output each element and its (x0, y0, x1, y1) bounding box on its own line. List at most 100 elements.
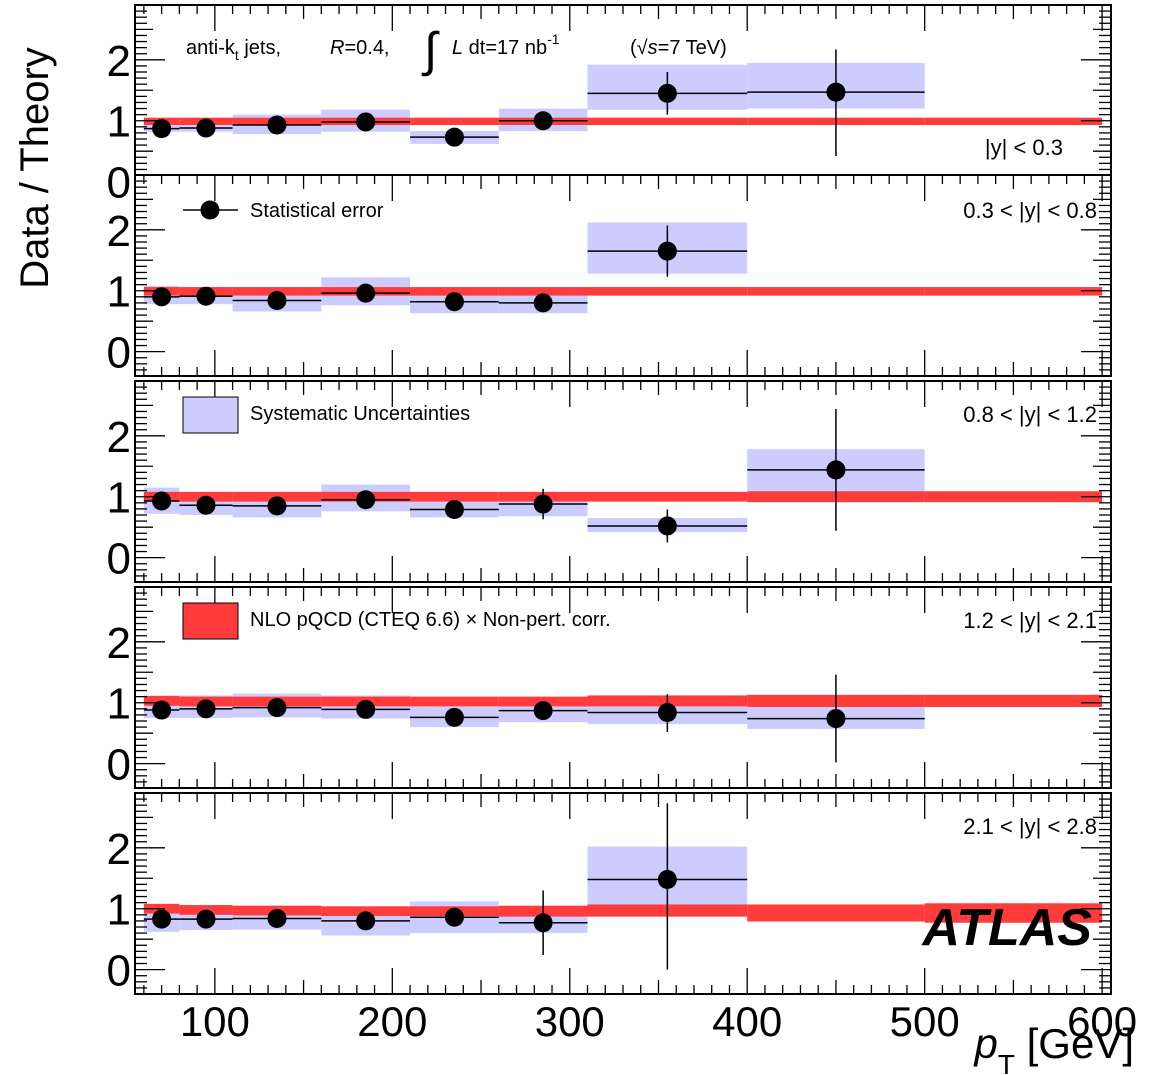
legend-statistical: Statistical error (183, 200, 384, 222)
theory-band (410, 118, 499, 125)
data-point (445, 908, 464, 927)
data-point (196, 119, 215, 138)
radius-value: =0.4, (344, 37, 389, 59)
data-point (267, 698, 286, 717)
data-point (826, 709, 845, 728)
y-tick-label: 1 (107, 474, 131, 523)
rapidity-label-2: 0.3 < |y| < 0.8 (963, 198, 1097, 223)
x-axis-title-symbol: p (972, 1020, 997, 1067)
data-point (196, 699, 215, 718)
data-point (534, 495, 553, 514)
data-point (356, 112, 375, 131)
data-point (445, 500, 464, 519)
y-axis-title: Data / Theory (13, 47, 57, 289)
luminosity-exponent: -1 (547, 31, 560, 47)
energy-symbol: s (648, 37, 658, 59)
data-point (356, 700, 375, 719)
x-tick-label: 500 (890, 998, 960, 1045)
radius-symbol: R (330, 37, 344, 59)
y-tick-label: 2 (107, 37, 131, 86)
energy-value: =7 TeV) (658, 37, 727, 59)
data-point (658, 242, 677, 261)
data-point (534, 913, 553, 932)
data-point (445, 292, 464, 311)
legend-stat-label: Statistical error (250, 200, 384, 222)
energy-open: (√ (630, 37, 648, 59)
data-point (267, 909, 286, 928)
data-point (445, 128, 464, 147)
legend-stat-marker (201, 201, 220, 220)
data-point (658, 703, 677, 722)
legend-theory-label: NLO pQCD (CTEQ 6.6) × Non-pert. corr. (250, 609, 611, 631)
legend-theory-swatch (183, 603, 238, 639)
data-point (152, 119, 171, 138)
theory-band (588, 492, 748, 502)
data-point (534, 293, 553, 312)
theory-band (925, 491, 1102, 502)
x-axis-title-unit: [GeV] (1015, 1020, 1134, 1067)
data-point (826, 460, 845, 479)
luminosity-symbol: L (452, 37, 463, 59)
theory-band (925, 695, 1102, 707)
legend-systematic-swatch (183, 397, 238, 433)
x-axis-title-subscript: T (998, 1049, 1015, 1075)
data-point (534, 701, 553, 720)
y-tick-label: 2 (107, 619, 131, 668)
y-tick-label: 0 (107, 159, 131, 208)
legend-systematic-label: Systematic Uncertainties (250, 403, 470, 425)
data-point (196, 287, 215, 306)
data-point (826, 83, 845, 102)
data-point (267, 291, 286, 310)
y-tick-label: 1 (107, 268, 131, 317)
theory-band (410, 697, 499, 707)
y-tick-label: 0 (107, 329, 131, 378)
data-point (152, 910, 171, 929)
data-point (445, 708, 464, 727)
rapidity-label-3: 0.8 < |y| < 1.2 (963, 402, 1097, 427)
rapidity-label-5: 2.1 < |y| < 2.8 (963, 814, 1097, 839)
y-tick-label: 0 (107, 947, 131, 996)
y-tick-label: 2 (107, 413, 131, 462)
y-tick-label: 1 (107, 98, 131, 147)
x-axis-title: pT [GeV] (972, 1020, 1134, 1075)
theory-band (747, 904, 924, 921)
y-tick-label: 0 (107, 535, 131, 584)
data-point (658, 84, 677, 103)
jets-label-post: jets, (239, 37, 281, 59)
data-point (152, 701, 171, 720)
y-tick-label: 2 (107, 825, 131, 874)
theory-band (588, 118, 748, 125)
theory-band (925, 118, 1102, 125)
x-tick-label: 200 (357, 998, 427, 1045)
data-point (267, 115, 286, 134)
data-point (152, 491, 171, 510)
data-point (658, 870, 677, 889)
theory-band (925, 287, 1102, 296)
data-point (356, 284, 375, 303)
panel-5: 0 1 2 (107, 793, 1111, 996)
y-tick-label: 0 (107, 741, 131, 790)
data-point (196, 910, 215, 929)
rapidity-label-4: 1.2 < |y| < 2.1 (963, 608, 1097, 633)
x-tick-label: 300 (535, 998, 605, 1045)
data-point (356, 911, 375, 930)
theory-band (747, 287, 924, 296)
theory-band (588, 287, 748, 296)
luminosity-value: dt=17 nb (463, 37, 547, 59)
y-tick-label: 1 (107, 680, 131, 729)
integral-sign: ∫ (421, 24, 440, 77)
data-point (356, 490, 375, 509)
data-point (534, 111, 553, 130)
x-tick-label: 400 (712, 998, 782, 1045)
data-point (658, 516, 677, 535)
y-tick-label: 2 (107, 207, 131, 256)
atlas-label: ATLAS (921, 899, 1093, 957)
y-tick-label: 1 (107, 886, 131, 935)
data-point (267, 496, 286, 515)
energy-label: (√s=7 TeV) (630, 37, 727, 59)
radius-label: R=0.4, (330, 37, 390, 59)
data-point (196, 496, 215, 515)
x-tick-label: 100 (180, 998, 250, 1045)
